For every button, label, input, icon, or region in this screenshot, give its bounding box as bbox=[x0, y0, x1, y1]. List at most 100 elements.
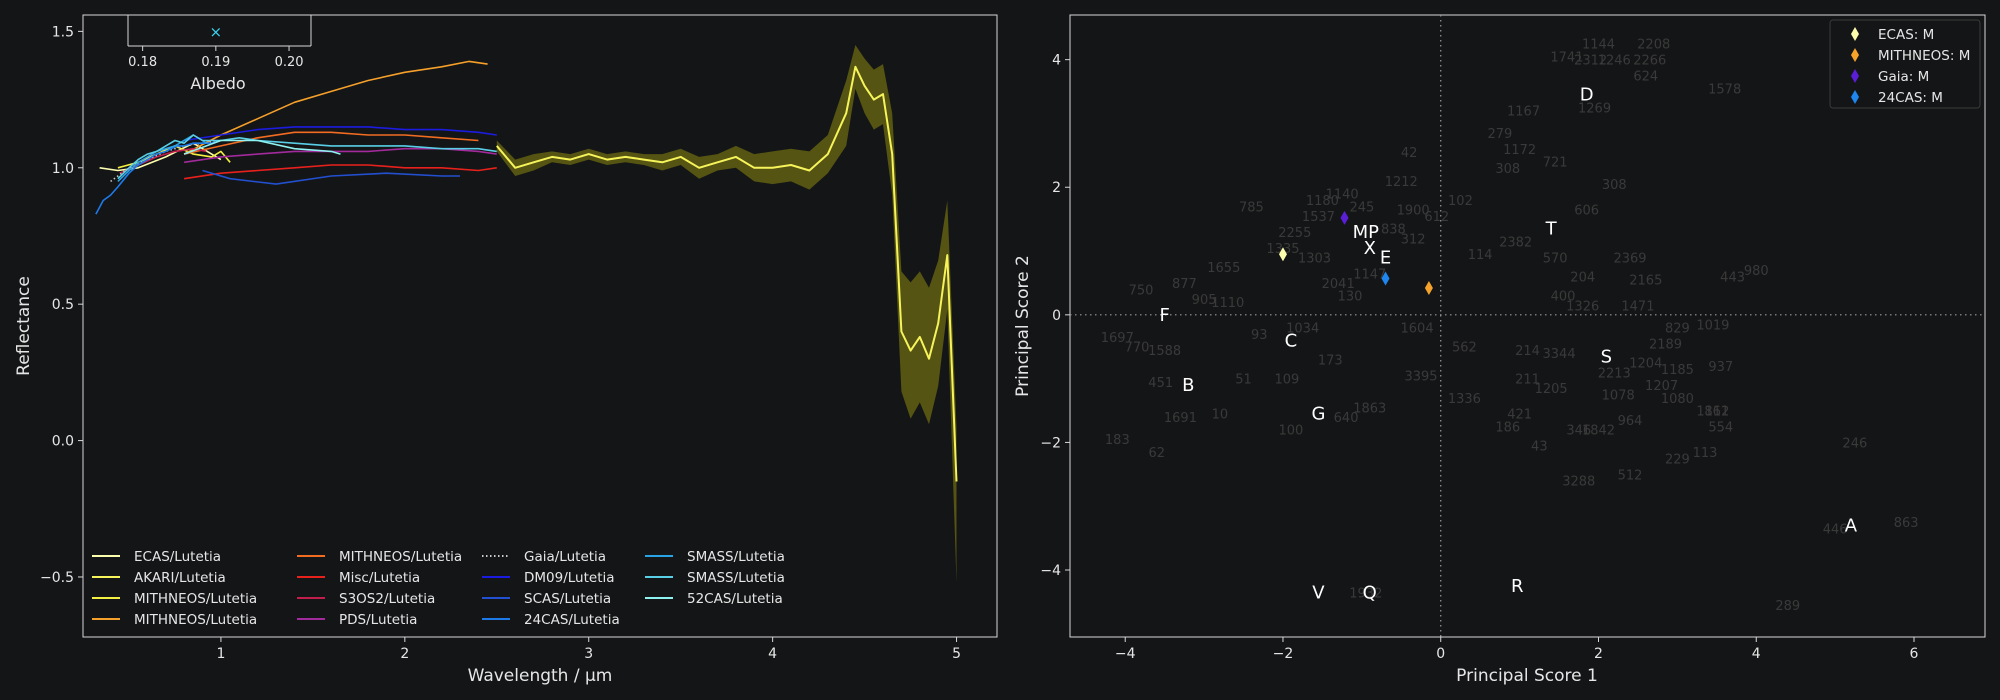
pca-highlighted-points bbox=[1278, 210, 1433, 296]
background-number-label: 346 bbox=[1566, 424, 1591, 439]
albedo-marker: × bbox=[210, 23, 223, 41]
legend-label: 24CAS/Lutetia bbox=[524, 612, 620, 628]
background-number-label: 750 bbox=[1129, 283, 1154, 298]
legend-label: SMASS/Lutetia bbox=[687, 570, 785, 586]
legend-marker bbox=[1851, 27, 1859, 41]
background-number-label: 1863 bbox=[1353, 401, 1386, 416]
inset-x-axis-label: Albedo bbox=[190, 74, 245, 93]
legend-label: MITHNEOS/Lutetia bbox=[339, 549, 462, 565]
background-number-label: 1741 bbox=[1550, 50, 1583, 65]
legend-label: Misc/Lutetia bbox=[339, 570, 420, 586]
class-label: V bbox=[1312, 582, 1325, 603]
background-number-label: 2255 bbox=[1278, 226, 1311, 241]
background-number-label: 1578 bbox=[1708, 82, 1741, 97]
y-tick-label: −2 bbox=[1040, 435, 1061, 451]
x-tick-label: 3 bbox=[584, 646, 593, 662]
y-tick-label: 0 bbox=[1052, 308, 1061, 324]
series-line-7 bbox=[183, 147, 497, 164]
pca-y-ticks: −4 −2 0 2 4 bbox=[1040, 53, 1070, 579]
background-number-label: 877 bbox=[1172, 277, 1197, 292]
y-tick-label: 0.0 bbox=[52, 434, 74, 450]
background-number-label: 1180 bbox=[1306, 194, 1339, 209]
class-label: R bbox=[1511, 576, 1524, 597]
background-number-label: 1900 bbox=[1397, 204, 1430, 219]
spectrum-y-axis-label: Reflectance bbox=[14, 276, 34, 376]
background-number-label: 1110 bbox=[1211, 296, 1244, 311]
background-number-label: 1697 bbox=[1101, 331, 1134, 346]
class-label: MP bbox=[1353, 222, 1380, 243]
background-number-label: 1588 bbox=[1148, 344, 1181, 359]
background-number-label: 109 bbox=[1275, 373, 1300, 388]
background-number-label: 770 bbox=[1125, 341, 1150, 356]
legend-label: MITHNEOS/Lutetia bbox=[134, 612, 257, 628]
background-number-label: 2382 bbox=[1499, 235, 1532, 250]
background-number-label: 606 bbox=[1574, 204, 1599, 219]
pca-axes-frame bbox=[1069, 14, 1986, 638]
legend-marker bbox=[1851, 90, 1859, 104]
background-number-label: 612 bbox=[1424, 210, 1449, 225]
background-number-label: 1471 bbox=[1621, 299, 1654, 314]
albedo-inset: 0.18 0.19 0.20 × Albedo bbox=[127, 15, 312, 93]
series-line-0 bbox=[99, 142, 222, 172]
background-number-label: 186 bbox=[1495, 420, 1520, 435]
pca-x-ticks: −4 −2 0 2 4 6 bbox=[1115, 637, 1919, 662]
background-number-label: 2312 bbox=[1574, 54, 1607, 69]
inset-tick-label: 0.19 bbox=[201, 55, 230, 70]
legend-label: 24CAS: M bbox=[1878, 90, 1943, 106]
class-label: D bbox=[1580, 85, 1594, 106]
background-number-label: 863 bbox=[1894, 516, 1919, 531]
background-number-label: 1303 bbox=[1298, 251, 1331, 266]
legend-label: DM09/Lutetia bbox=[524, 570, 615, 586]
background-number-label: 3288 bbox=[1562, 475, 1595, 490]
spectrum-series-group bbox=[95, 60, 958, 482]
background-number-label: 785 bbox=[1239, 200, 1264, 215]
background-number-label: 1140 bbox=[1326, 188, 1359, 203]
spectrum-x-axis-label: Wavelength / µm bbox=[468, 666, 613, 686]
x-tick-label: 5 bbox=[952, 646, 961, 662]
series-line-11 bbox=[95, 139, 222, 215]
background-number-label: 3344 bbox=[1543, 347, 1576, 362]
background-number-label: 113 bbox=[1693, 446, 1718, 461]
series-line-14 bbox=[183, 139, 341, 155]
y-tick-label: −0.5 bbox=[40, 570, 74, 586]
background-number-label: 446 bbox=[1823, 523, 1848, 538]
background-number-label: 964 bbox=[1618, 414, 1643, 429]
class-label: T bbox=[1545, 219, 1558, 240]
series-line-10 bbox=[202, 169, 460, 185]
background-number-label: 1034 bbox=[1286, 322, 1319, 337]
background-number-label: 130 bbox=[1338, 290, 1363, 305]
background-number-label: 1205 bbox=[1535, 382, 1568, 397]
background-number-label: 214 bbox=[1515, 344, 1540, 359]
legend-label: 52CAS/Lutetia bbox=[687, 591, 783, 607]
background-number-label: 100 bbox=[1278, 424, 1303, 439]
background-number-label: 400 bbox=[1551, 290, 1576, 305]
background-number-label: 421 bbox=[1507, 408, 1532, 423]
inset-ticks: 0.18 0.19 0.20 bbox=[128, 46, 304, 70]
x-tick-label: 2 bbox=[1594, 646, 1603, 662]
background-number-label: 211 bbox=[1515, 373, 1540, 388]
uncertainty-band-1 bbox=[496, 45, 957, 583]
y-tick-label: −4 bbox=[1040, 563, 1061, 579]
y-tick-label: 2 bbox=[1052, 180, 1061, 196]
background-number-label: 554 bbox=[1708, 420, 1733, 435]
background-number-label: 443 bbox=[1720, 271, 1745, 286]
x-tick-label: 0 bbox=[1436, 646, 1445, 662]
class-label: S bbox=[1601, 346, 1612, 367]
background-number-label: 980 bbox=[1744, 264, 1769, 279]
background-number-label: 308 bbox=[1602, 178, 1627, 193]
background-number-label: 861 bbox=[1704, 405, 1729, 420]
class-label: A bbox=[1845, 515, 1858, 536]
background-number-label: 1080 bbox=[1661, 392, 1694, 407]
background-number-label: 1112 bbox=[1696, 405, 1729, 420]
background-number-label: 624 bbox=[1633, 70, 1658, 85]
spectrum-axes-frame bbox=[82, 14, 998, 638]
background-number-label: 1078 bbox=[1602, 389, 1635, 404]
series-line-5 bbox=[183, 164, 497, 180]
class-label: X bbox=[1364, 238, 1376, 259]
background-number-label: 51 bbox=[1235, 373, 1252, 388]
class-label: C bbox=[1285, 330, 1298, 351]
legend-label: Gaia: M bbox=[1878, 69, 1929, 85]
